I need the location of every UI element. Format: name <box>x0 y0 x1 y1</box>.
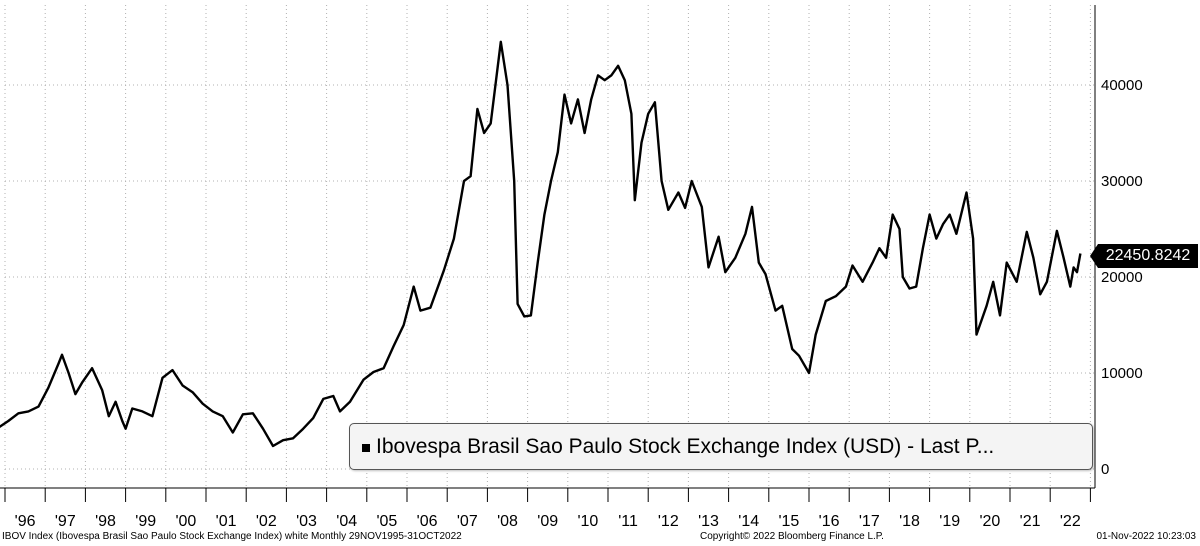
x-tick-label: '07 <box>457 513 478 530</box>
x-tick-label: '16 <box>819 513 840 530</box>
x-tick-labels: '96 '97 '98 '99 '00 '01 '02 '03 '04 '05 '06 '07 '08 '… <box>15 513 1081 530</box>
x-tick-label: '09 <box>537 513 558 530</box>
x-tick-label: '03 <box>296 513 317 530</box>
series <box>0 40 1082 448</box>
x-tick-label: '08 <box>497 513 518 530</box>
y-tick-labels: 0 10000 20000 30000 40000 <box>1101 77 1143 478</box>
x-tick-label: '22 <box>1060 513 1081 530</box>
y-tick-label: 40000 <box>1101 77 1143 94</box>
x-tick-label: '02 <box>256 513 277 530</box>
legend: Ibovespa Brasil Sao Paulo Stock Exchange… <box>349 423 1093 470</box>
legend-swatch <box>362 443 370 452</box>
legend-label: Ibovespa Brasil Sao Paulo Stock Exchange… <box>376 434 995 458</box>
x-tick-label: '12 <box>658 513 679 530</box>
x-tick-label: '21 <box>1020 513 1041 530</box>
x-tick-label: '15 <box>778 513 799 530</box>
last-value-text: 22450.8242 <box>1105 247 1191 264</box>
x-tick-label: '06 <box>417 513 438 530</box>
y-tick-label: 10000 <box>1101 365 1143 382</box>
x-tick-label: '10 <box>577 513 598 530</box>
y-tick-label: 30000 <box>1101 173 1143 190</box>
x-tick-label: '19 <box>939 513 960 530</box>
footer-copyright: Copyright© 2022 Bloomberg Finance L.P. <box>700 531 884 542</box>
x-tick-label: '18 <box>899 513 920 530</box>
x-tick-label: '14 <box>738 513 759 530</box>
x-tick-label: '98 <box>95 513 116 530</box>
x-tick-label: '05 <box>376 513 397 530</box>
x-tick-label: '99 <box>135 513 156 530</box>
last-value-label: 22450.8242 <box>1090 244 1198 268</box>
x-tick-label: '96 <box>15 513 36 530</box>
x-tick-label: '13 <box>698 513 719 530</box>
series-line-0 <box>0 40 1082 448</box>
x-tick-label: '01 <box>216 513 237 530</box>
x-tick-label: '97 <box>55 513 76 530</box>
x-tick-label: '00 <box>175 513 196 530</box>
footer-source: IBOV Index (Ibovespa Brasil Sao Paulo St… <box>2 531 462 542</box>
x-tick-label: '17 <box>859 513 880 530</box>
x-tick-label: '20 <box>979 513 1000 530</box>
x-tick-label: '11 <box>618 513 638 530</box>
x-tick-label: '04 <box>336 513 357 530</box>
footer-timestamp: 01-Nov-2022 10:23:03 <box>1096 531 1196 542</box>
grid <box>4 5 1095 488</box>
y-tick-label: 20000 <box>1101 269 1143 286</box>
y-tick-label: 0 <box>1101 461 1109 478</box>
